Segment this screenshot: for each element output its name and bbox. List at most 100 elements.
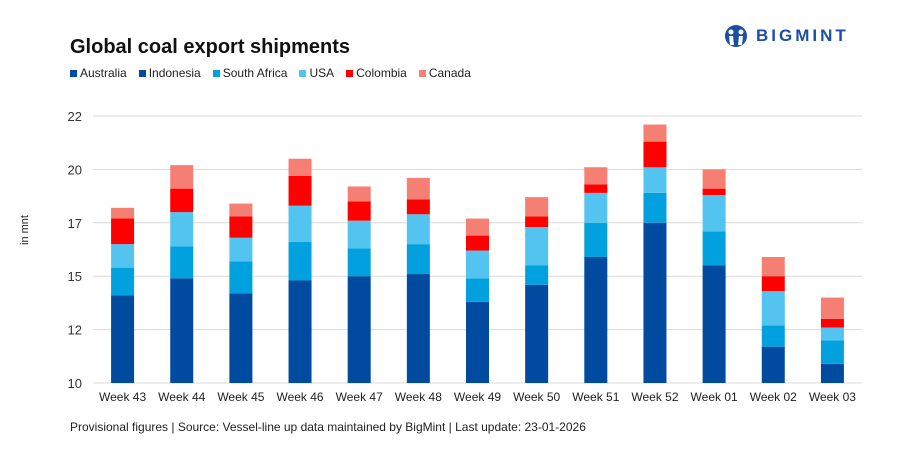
bar-segment-usa — [820, 327, 844, 341]
y-tick-label: 20 — [68, 162, 82, 177]
x-tick-label: Week 52 — [631, 390, 678, 404]
bar-segment-colombia — [111, 218, 135, 245]
bar-segment-australia-indonesia — [347, 276, 371, 383]
bar-segment-canada — [584, 167, 608, 185]
bar-segment-south-africa — [820, 340, 844, 364]
logo-text: BIGMINT — [756, 26, 849, 45]
bar-segment-canada — [229, 203, 253, 217]
x-tick-label: Week 51 — [572, 390, 619, 404]
bar-segment-colombia — [525, 216, 549, 228]
y-tick-label: 17 — [68, 216, 82, 231]
bar-segment-australia-indonesia — [466, 301, 489, 383]
bar-segment-australia-indonesia — [111, 295, 135, 383]
bar-segment-south-africa — [406, 244, 430, 275]
y-tick-label: 22 — [68, 109, 82, 124]
bar-segment-canada — [406, 177, 430, 200]
bar-segment-canada — [288, 158, 312, 176]
legend-item: South Africa — [212, 66, 288, 80]
bar-segment-usa — [466, 250, 489, 279]
bar-segment-usa — [229, 237, 253, 262]
bar-segment-south-africa — [170, 246, 194, 279]
bar-segment-australia-indonesia — [702, 265, 726, 383]
x-tick-label: Week 43 — [99, 390, 146, 404]
bar-segment-south-africa — [288, 242, 312, 281]
bar-segment-colombia — [347, 201, 371, 221]
bigmint-logo: BIGMINT — [722, 24, 849, 48]
bar-segment-colombia — [761, 276, 785, 292]
y-tick-label: 12 — [68, 323, 82, 338]
legend-label: Indonesia — [148, 66, 201, 80]
bar-segment-usa — [347, 220, 371, 249]
bar-segment-canada — [761, 256, 785, 277]
footer-source: Provisional figures | Source: Vessel-lin… — [70, 420, 586, 434]
legend-label: Australia — [80, 66, 127, 80]
bar-segment-australia-indonesia — [229, 293, 253, 383]
y-tick-label: 10 — [68, 376, 82, 391]
bar-segment-colombia — [229, 216, 253, 238]
bar-segment-south-africa — [229, 261, 253, 294]
legend: Australia Indonesia South Africa USA Colombi… — [70, 66, 471, 80]
bar-segment-usa — [761, 291, 785, 326]
bigmint-logo-icon — [725, 25, 747, 47]
x-tick-label: Week 46 — [276, 390, 323, 404]
x-tick-label: Week 01 — [691, 390, 738, 404]
bar-segment-south-africa — [111, 267, 135, 296]
bar-segment-usa — [525, 227, 549, 266]
x-tick-label: Week 45 — [217, 390, 264, 404]
bar-segment-south-africa — [584, 222, 608, 257]
x-tick-label: Week 49 — [454, 390, 501, 404]
bar-segment-canada — [525, 197, 549, 217]
bar-segment-canada — [170, 165, 194, 189]
bar-segment-australia-indonesia — [406, 274, 430, 383]
bar-segment-australia-indonesia — [584, 256, 608, 383]
bar-segment-usa — [643, 167, 667, 193]
bar-segment-canada — [820, 297, 844, 319]
bar-segment-usa — [584, 192, 608, 223]
bar-segment-south-africa — [643, 192, 667, 223]
legend-item: Canada — [418, 66, 471, 80]
bar-segment-south-africa — [525, 265, 549, 285]
bar-segment-colombia — [702, 188, 726, 196]
legend-swatch — [212, 69, 220, 77]
x-tick-label: Week 03 — [809, 390, 856, 404]
bar-segment-canada — [347, 186, 371, 202]
bar-segment-usa — [111, 244, 135, 268]
bar-segment-canada — [702, 169, 726, 189]
bar-segment-australia-indonesia — [525, 284, 549, 383]
y-tick-label: 15 — [68, 269, 82, 284]
x-tick-label: Week 50 — [513, 390, 560, 404]
bar-segment-usa — [288, 205, 312, 243]
bar-segment-australia-indonesia — [820, 363, 844, 383]
bar-segment-australia-indonesia — [643, 222, 667, 383]
bar-segment-colombia — [466, 235, 489, 251]
legend-swatch — [299, 69, 307, 77]
bar-segment-south-africa — [347, 248, 371, 277]
bar-segment-usa — [702, 195, 726, 232]
bar-segment-australia-indonesia — [170, 278, 194, 383]
bar-segment-south-africa — [702, 231, 726, 266]
bar-segment-colombia — [643, 141, 667, 168]
bar-segment-usa — [170, 212, 194, 247]
legend-swatch — [346, 69, 354, 77]
legend-label: Canada — [428, 66, 471, 80]
x-tick-label: Week 47 — [336, 390, 383, 404]
legend-label: South Africa — [222, 66, 288, 80]
bar-segment-colombia — [820, 318, 844, 328]
legend-item: USA — [299, 66, 334, 80]
bar-segment-canada — [466, 218, 489, 236]
legend-swatch — [70, 69, 77, 77]
bar-segment-south-africa — [466, 278, 489, 302]
legend-swatch — [138, 69, 146, 77]
x-tick-label: Week 44 — [158, 390, 205, 404]
bar-segment-colombia — [584, 184, 608, 193]
bar-segment-canada — [111, 207, 135, 219]
legend-item: Australia — [70, 66, 127, 80]
bar-segment-canada — [643, 124, 667, 142]
bar-segment-australia-indonesia — [288, 280, 312, 383]
legend-item: Colombia — [346, 66, 407, 80]
bar-segment-usa — [406, 214, 430, 245]
x-tick-label: Week 48 — [395, 390, 442, 404]
bar-segment-south-africa — [761, 325, 785, 347]
legend-item: Indonesia — [138, 66, 201, 80]
